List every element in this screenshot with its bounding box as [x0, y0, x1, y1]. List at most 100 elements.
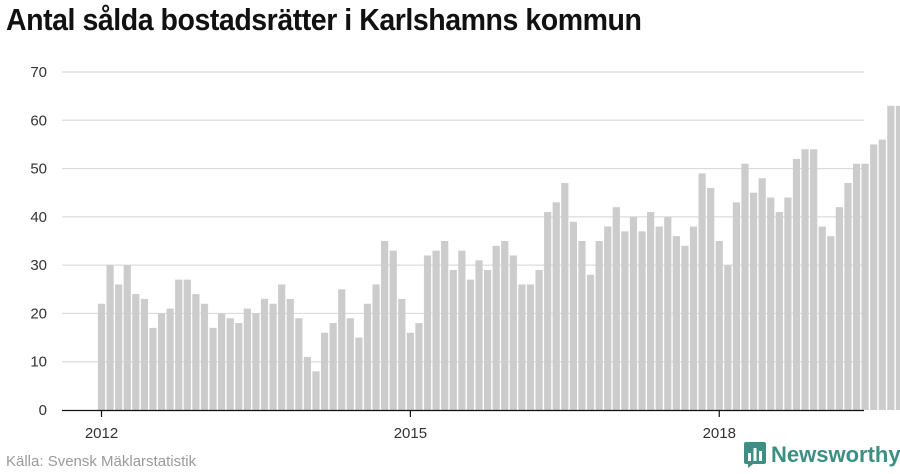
- bar: [218, 313, 226, 410]
- bar: [835, 207, 843, 410]
- bar: [166, 308, 174, 410]
- bar: [604, 226, 612, 410]
- y-tick-label: 20: [30, 305, 47, 322]
- bar: [526, 284, 535, 410]
- bar: [278, 284, 286, 410]
- bar: [707, 187, 715, 410]
- bar: [775, 212, 783, 410]
- bar: [123, 265, 131, 410]
- bar: [355, 337, 363, 410]
- x-tick-label: 2018: [703, 425, 736, 442]
- bar: [312, 371, 320, 410]
- bar: [329, 323, 337, 410]
- bar: [664, 216, 672, 410]
- bar: [655, 226, 663, 410]
- bar: [475, 260, 483, 410]
- bar: [801, 149, 809, 410]
- bar: [732, 202, 741, 410]
- bar: [235, 323, 243, 410]
- y-tick-label: 30: [30, 257, 47, 274]
- bar: [698, 173, 706, 410]
- bar: [398, 298, 406, 410]
- bar: [363, 303, 372, 410]
- bar: [115, 284, 123, 410]
- bar: [595, 241, 603, 410]
- bar: [784, 197, 792, 410]
- y-tick-label: 0: [39, 402, 47, 419]
- x-tick-label: 2012: [85, 425, 118, 442]
- bar: [552, 202, 560, 410]
- bar: [715, 241, 723, 410]
- bar: [140, 298, 148, 410]
- bar: [192, 294, 200, 410]
- bar: [149, 327, 157, 410]
- bar: [157, 313, 166, 410]
- bar: [441, 241, 449, 410]
- bar: [672, 236, 680, 410]
- bar: [758, 178, 766, 410]
- bar: [878, 139, 886, 410]
- y-tick-label: 10: [30, 354, 47, 371]
- y-tick-label: 70: [30, 64, 47, 81]
- bar: [415, 323, 423, 410]
- bar: [381, 241, 389, 410]
- bar: [895, 105, 900, 411]
- bar: [792, 158, 801, 410]
- source-note: Källa: Svensk Mäklarstatistik: [6, 453, 197, 470]
- bar: [432, 250, 440, 410]
- bar: [260, 298, 269, 410]
- bar: [501, 241, 509, 410]
- bar: [295, 318, 303, 410]
- newsworthy-logo[interactable]: Newsworthy: [744, 442, 900, 468]
- bar: [621, 231, 629, 410]
- bar: [629, 216, 638, 410]
- bar: [200, 303, 209, 410]
- bar: [423, 255, 432, 410]
- x-axis: 2012201520182020: [62, 409, 864, 442]
- bar: [767, 197, 775, 410]
- bar: [484, 269, 492, 410]
- chart-title: Antal sålda bostadsrätter i Karlshamns k…: [6, 2, 642, 37]
- bar: [535, 269, 543, 410]
- bar: [132, 294, 140, 410]
- bar: [827, 236, 835, 410]
- bar: [346, 318, 354, 410]
- bar: [509, 255, 517, 410]
- brand-name: Newsworthy: [771, 442, 900, 467]
- bar: [647, 212, 655, 410]
- bar: [741, 163, 749, 410]
- bar: [861, 163, 869, 410]
- bar: [466, 279, 475, 410]
- bar: [810, 149, 818, 410]
- bar: [870, 144, 878, 410]
- bar: [638, 231, 646, 410]
- bar: [518, 284, 526, 410]
- y-tick-label: 40: [30, 209, 47, 226]
- x-tick-label: 2015: [394, 425, 427, 442]
- bar: [724, 265, 732, 410]
- bar: [749, 192, 758, 410]
- bar: [818, 226, 826, 410]
- bar: [243, 308, 251, 410]
- bar: [303, 356, 312, 410]
- bar: [252, 313, 260, 410]
- bar: [887, 105, 895, 411]
- bar: [492, 245, 500, 410]
- bar: [286, 298, 294, 410]
- y-tick-label: 60: [30, 112, 47, 129]
- bar: [175, 279, 183, 410]
- bar-chart-icon: [744, 442, 766, 468]
- y-tick-label: 50: [30, 161, 47, 178]
- bar: [338, 289, 346, 410]
- bar: [544, 212, 552, 410]
- bar: [183, 279, 191, 410]
- bars: [97, 105, 900, 411]
- bar: [97, 303, 106, 410]
- bar: [458, 250, 466, 410]
- bar: [320, 332, 329, 410]
- bar: [612, 207, 620, 410]
- bar: [844, 183, 852, 410]
- bar: [569, 221, 577, 410]
- bar: [449, 269, 457, 410]
